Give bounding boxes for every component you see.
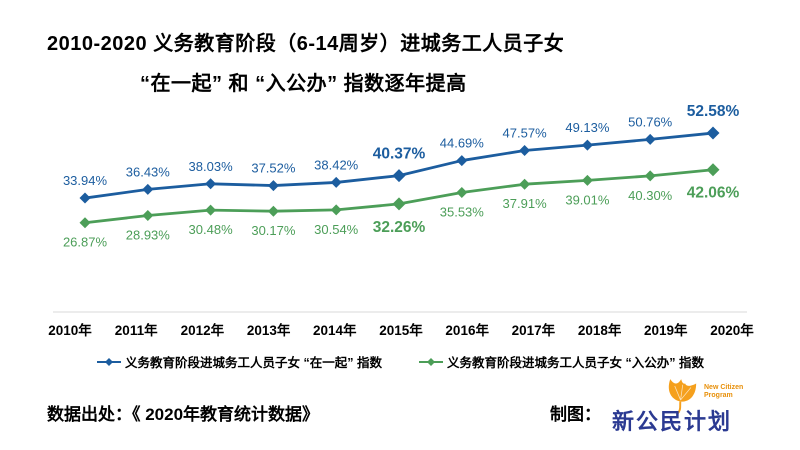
data-point-label: 37.91% [503, 196, 548, 211]
data-point-label: 28.93% [126, 228, 171, 243]
x-axis-label: 2020年 [710, 322, 754, 338]
x-axis-label: 2016年 [445, 322, 489, 338]
data-point-label: 36.43% [126, 164, 171, 179]
credit-label: 制图： [550, 405, 601, 424]
legend-label-together-index: 义务教育阶段进城务工人员子女 “在一起” 指数 [125, 356, 382, 370]
data-point-label: 30.17% [251, 223, 296, 238]
x-axis-label: 2019年 [644, 322, 688, 338]
logo-chinese-text: 新公民计划 [612, 409, 733, 434]
data-point-label: 42.06% [687, 185, 740, 202]
chart-title-line2: “在一起” 和 “入公办” 指数逐年提高 [140, 73, 467, 95]
data-point-label: 35.53% [440, 205, 485, 220]
data-point-marker [267, 205, 279, 217]
data-point-label: 30.48% [189, 222, 234, 237]
data-point-marker [205, 204, 217, 216]
data-point-marker [142, 183, 154, 195]
x-axis-label: 2017年 [512, 322, 556, 338]
data-point-marker [330, 176, 342, 188]
data-point-label: 50.76% [628, 114, 673, 129]
data-point-marker [205, 178, 217, 190]
legend-item-together-index: 义务教育阶段进城务工人员子女 “在一起” 指数 [96, 352, 382, 371]
data-point-label: 40.30% [628, 188, 673, 203]
data-point-marker [706, 126, 720, 140]
data-point-label: 30.54% [314, 222, 359, 237]
x-axis-label: 2014年 [313, 322, 357, 338]
data-point-marker [267, 180, 279, 192]
data-point-marker [392, 169, 406, 183]
data-point-label: 38.42% [314, 157, 359, 172]
legend-label-public-school-index: 义务教育阶段进城务工人员子女 “入公办” 指数 [447, 356, 704, 370]
data-point-marker [644, 170, 656, 182]
data-point-marker [392, 197, 406, 211]
series-line [84, 131, 714, 200]
chart-title-line1: 2010-2020 义务教育阶段（6-14周岁）进城务工人员子女 [47, 33, 565, 55]
data-point-marker [706, 163, 720, 177]
data-point-marker [456, 187, 468, 199]
data-point-marker [644, 133, 656, 145]
new-citizen-program-logo: New Citizen Program 新公民计划 [612, 376, 762, 440]
line-chart: 2010年 2011年 2012年 2013年 2014年 2015年 2016年 2017年… [48, 103, 754, 338]
data-point-label: 49.13% [565, 120, 610, 135]
data-source-text: 数据出处：《 2020年教育统计数据》 [47, 405, 320, 424]
x-axis-label: 2012年 [181, 322, 225, 338]
ginkgo-leaf-icon [668, 379, 697, 416]
chart-title: 2010-2020 义务教育阶段（6-14周岁）进城务工人员子女 “在一起” 和… [47, 27, 564, 96]
legend-item-public-school-index: 义务教育阶段进城务工人员子女 “入公办” 指数 [418, 352, 704, 371]
data-point-label: 40.37% [373, 146, 426, 163]
data-point-marker [581, 174, 593, 186]
data-point-label: 38.03% [189, 159, 234, 174]
x-axis-label: 2018年 [578, 322, 622, 338]
data-point-marker [330, 204, 342, 216]
green-series-marker-icon [419, 357, 443, 366]
data-point-marker [79, 192, 91, 204]
x-axis-label: 2013年 [247, 322, 291, 338]
data-point-label: 44.69% [440, 136, 485, 151]
data-point-label: 32.26% [373, 219, 426, 236]
data-point-label: 47.57% [503, 126, 548, 141]
blue-series-marker-icon [97, 357, 122, 366]
data-point-marker [519, 178, 531, 190]
data-point-label: 26.87% [63, 235, 108, 250]
data-point-label: 52.58% [687, 103, 740, 120]
x-axis-label: 2011年 [115, 322, 158, 338]
data-point-marker [519, 145, 531, 157]
logo-english-text: New Citizen Program [704, 384, 744, 399]
data-point-label: 37.52% [251, 161, 296, 176]
data-point-marker [581, 139, 593, 151]
data-point-label: 39.01% [565, 192, 610, 207]
chart-legend: 义务教育阶段进城务工人员子女 “在一起” 指数 义务教育阶段进城务工人员子女 “… [0, 352, 800, 371]
x-axis-label: 2015年 [379, 322, 423, 338]
data-point-label: 33.94% [63, 173, 108, 188]
data-point-marker [79, 217, 91, 229]
data-point-marker [456, 155, 468, 167]
data-point-marker [142, 210, 154, 222]
x-axis-label: 2010年 [48, 322, 92, 338]
